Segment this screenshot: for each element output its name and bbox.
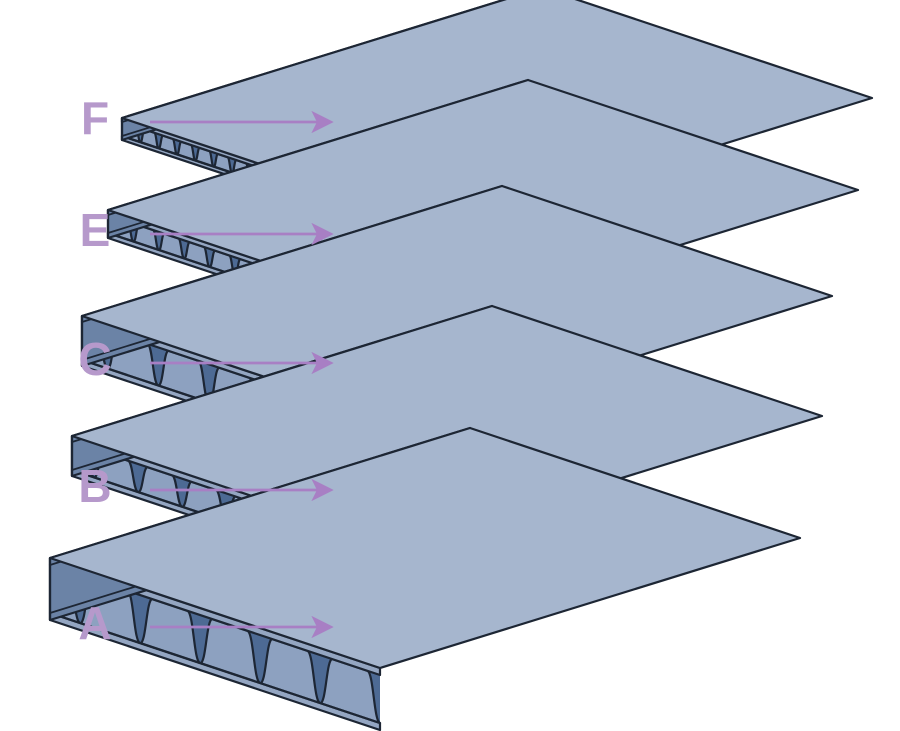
diagram-canvas: A B C E F [0,0,900,731]
label-C: C [78,333,111,385]
label-F: F [81,92,109,144]
label-E: E [80,204,111,256]
label-B: B [78,460,111,512]
label-A: A [78,597,111,649]
